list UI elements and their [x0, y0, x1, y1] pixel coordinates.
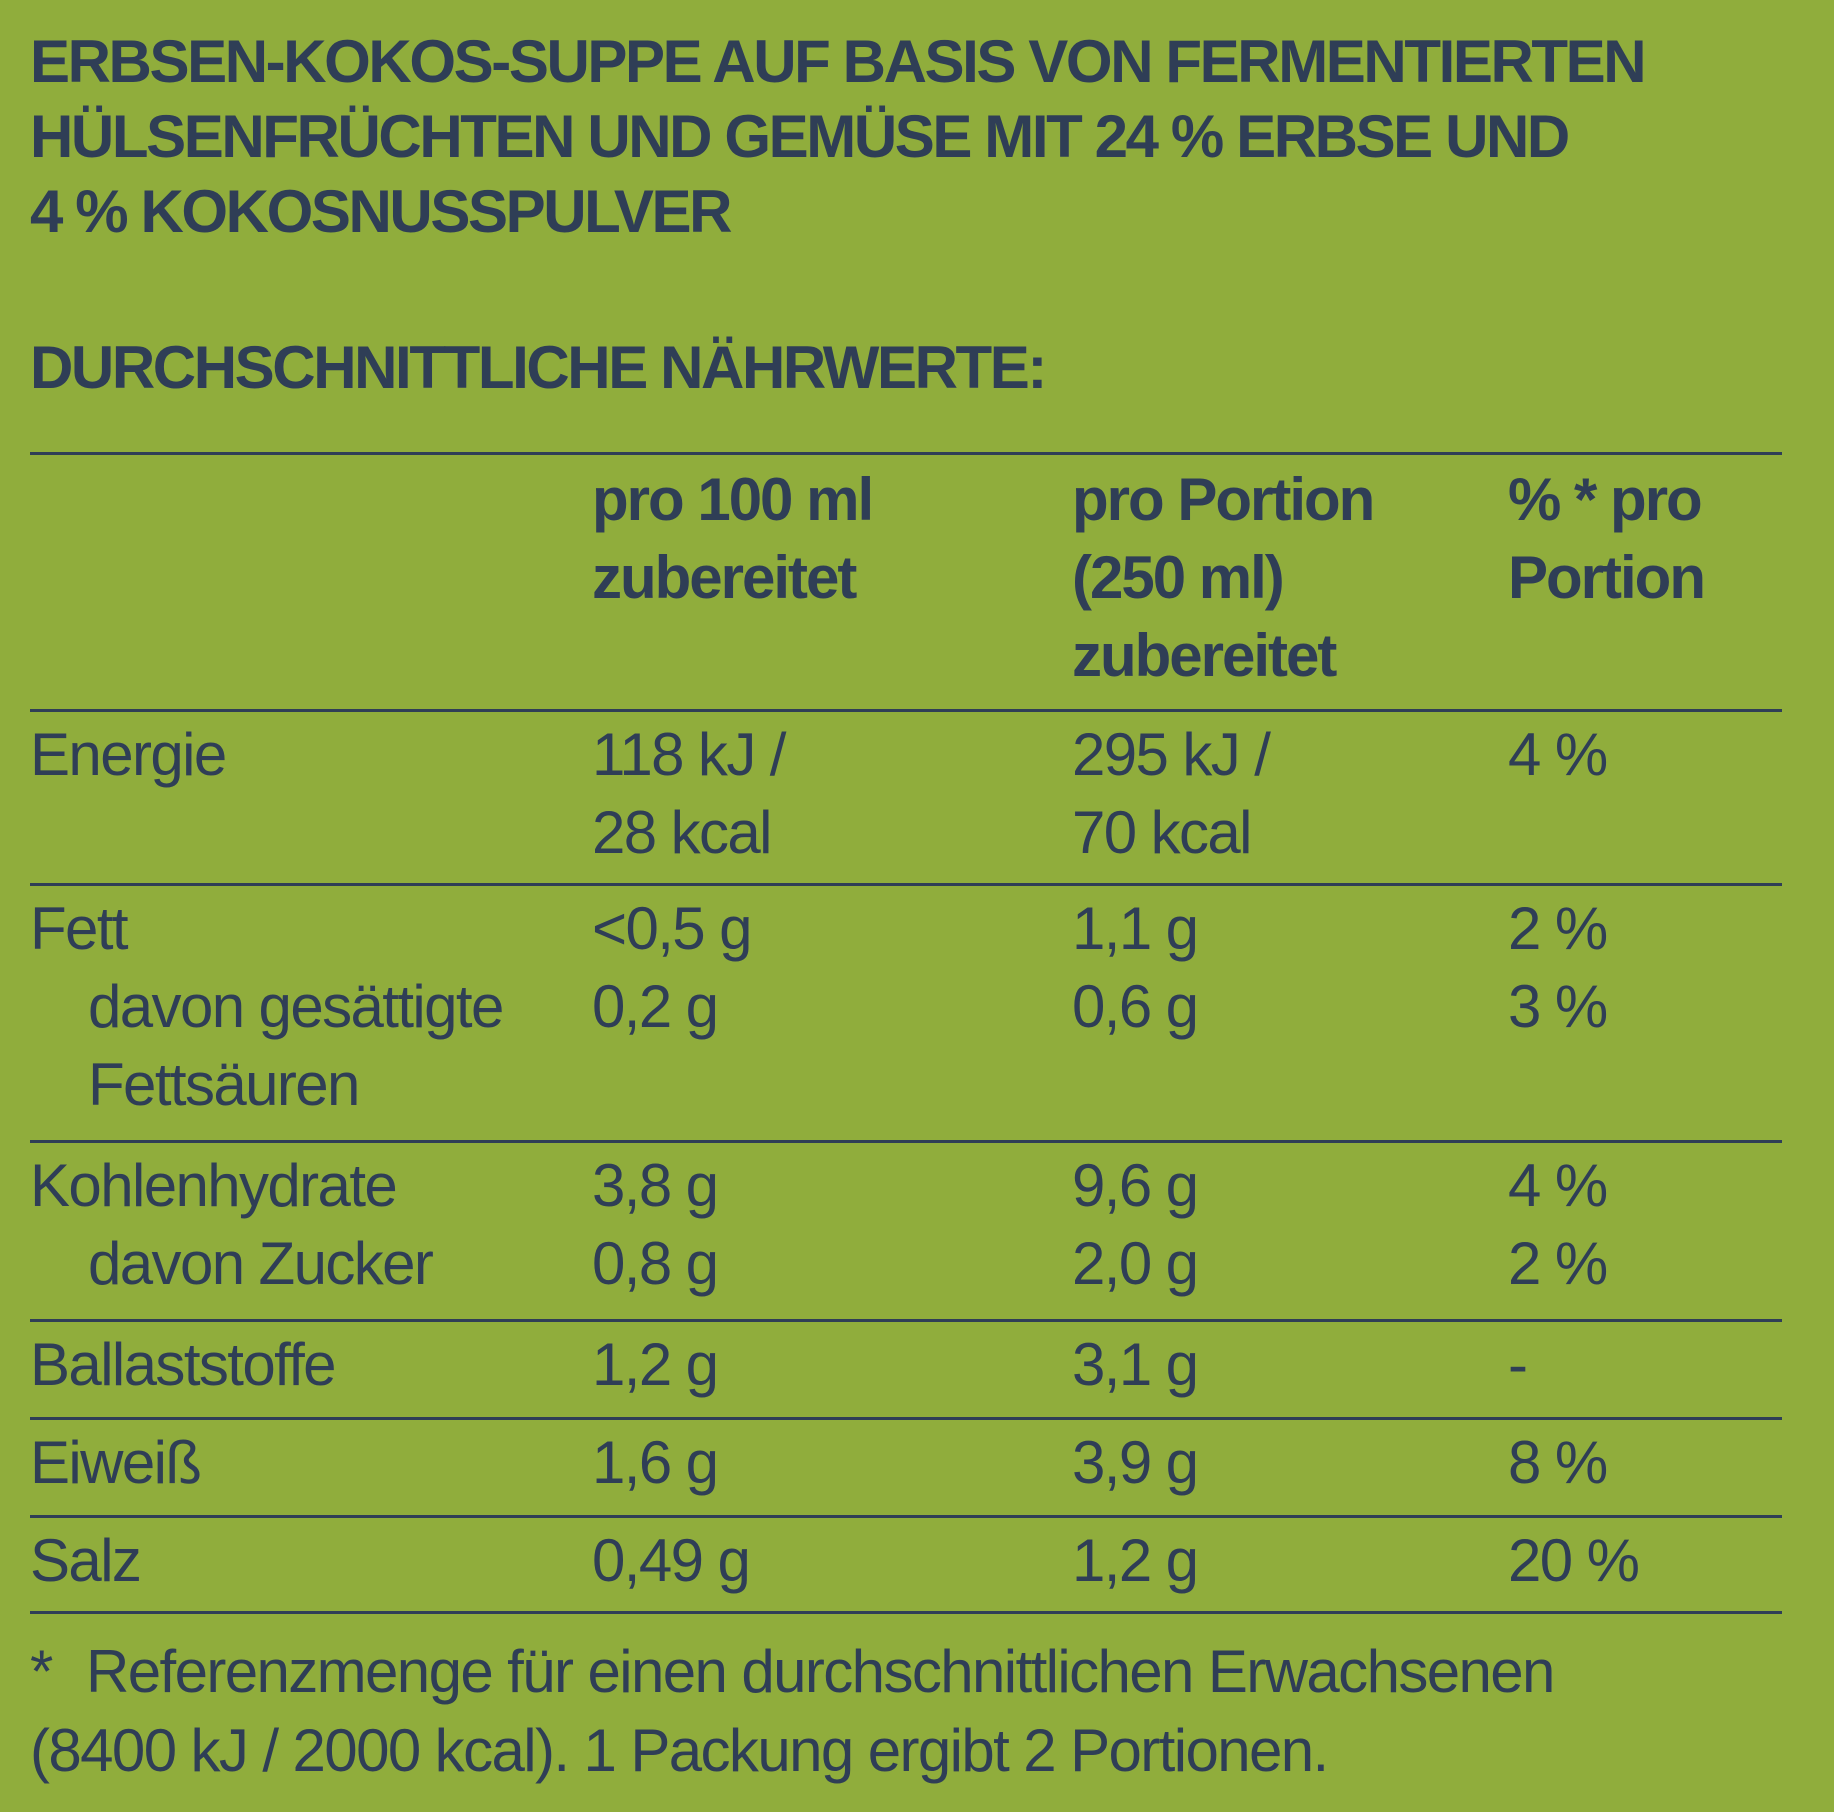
value-text: 2,0 g [1072, 1230, 1199, 1297]
nutrient-label: Ballaststoffe [30, 1331, 337, 1398]
table-header-row: pro 100 ml zubereitet pro Portion (250 m… [30, 455, 1782, 709]
footnote-asterisk: * [30, 1638, 53, 1705]
value-per-100ml: 1,6 g [592, 1429, 719, 1496]
table-row-group-fett: Fett davon gesättigte Fettsäuren <0,5 g … [30, 886, 1782, 1140]
value-per-portion: 9,6 g 2,0 g [1072, 1147, 1508, 1319]
value-text: 1,1 g [1072, 895, 1199, 962]
nutrition-label: ERBSEN-KOKOS-SUPPE AUF BASIS VON FERMENT… [30, 24, 1782, 1784]
nutrient-label-fett: Fett [30, 895, 129, 962]
value-per-100ml: 3,8 g 0,8 g [592, 1147, 1072, 1319]
footnote-line: (8400 kJ / 2000 kcal). 1 Packung ergibt … [30, 1717, 1329, 1784]
nutrient-label: Fett davon gesättigte Fettsäuren [30, 890, 592, 1140]
nutrient-label-gesaettigte-cont: Fettsäuren [88, 1051, 360, 1118]
nutrient-label-kohlenhydrate: Kohlenhydrate [30, 1152, 398, 1219]
header-text: (250 ml) [1072, 544, 1285, 611]
value-percent: 4 % [1508, 721, 1608, 788]
value-percent: 20 % [1508, 1527, 1640, 1594]
value-per-portion: 295 kJ / 70 kcal [1072, 716, 1508, 883]
header-per-100ml: pro 100 ml zubereitet [592, 461, 1072, 709]
value-text: 3,8 g [592, 1152, 719, 1219]
value-percent: 4 % 2 % [1508, 1147, 1782, 1319]
footnote-text: Referenzmenge für einen durchschnittlich… [86, 1638, 1555, 1705]
value-text: 4 % [1508, 1152, 1608, 1219]
value-per-portion: 1,1 g 0,6 g [1072, 890, 1508, 1140]
nutrient-label: Eiweiß [30, 1429, 202, 1496]
table-row-ballaststoffe: Ballaststoffe 1,2 g 3,1 g - [30, 1322, 1782, 1417]
nutrient-label: Energie [30, 721, 227, 788]
value-text: 28 kcal [592, 799, 773, 866]
value-text: 118 kJ / [592, 721, 786, 788]
product-title-line: ERBSEN-KOKOS-SUPPE AUF BASIS VON FERMENT… [30, 28, 1647, 95]
header-text: zubereitet [592, 544, 857, 611]
header-text: Portion [1508, 544, 1706, 611]
header-text: % * pro [1508, 466, 1703, 533]
value-per-portion: 1,2 g [1072, 1527, 1199, 1594]
table-divider [30, 1611, 1782, 1614]
header-text: pro Portion [1072, 466, 1375, 533]
nutrition-table: pro 100 ml zubereitet pro Portion (250 m… [30, 452, 1782, 1614]
value-text: 0,2 g [592, 973, 719, 1040]
value-text: 295 kJ / [1072, 721, 1271, 788]
value-text: <0,5 g [592, 895, 752, 962]
product-title-line: 4 % KOKOSNUSSPULVER [30, 178, 732, 245]
footnote: * Referenzmenge für einen durchschnittlic… [30, 1632, 1555, 1790]
table-divider [30, 1140, 1782, 1143]
table-divider [30, 883, 1782, 886]
value-text: 9,6 g [1072, 1152, 1199, 1219]
header-nutrient [30, 461, 592, 709]
table-divider [30, 1417, 1782, 1420]
header-text: zubereitet [1072, 622, 1337, 689]
value-text: 2 % [1508, 1230, 1608, 1297]
nutrition-heading: DURCHSCHNITTLICHE NÄHRWERTE: [30, 334, 1047, 401]
value-per-100ml: 0,49 g [592, 1527, 751, 1594]
value-per-100ml: <0,5 g 0,2 g [592, 890, 1072, 1140]
table-divider [30, 709, 1782, 712]
table-row-energie: Energie 118 kJ / 28 kcal 295 kJ / 70 kca… [30, 712, 1782, 883]
value-per-portion: 3,9 g [1072, 1429, 1199, 1496]
value-per-portion: 3,1 g [1072, 1331, 1199, 1398]
table-row-group-kohlenhydrate: Kohlenhydrate davon Zucker 3,8 g 0,8 g 9… [30, 1143, 1782, 1319]
value-per-100ml: 1,2 g [592, 1331, 719, 1398]
value-percent: 2 % 3 % [1508, 890, 1782, 1140]
nutrient-label-zucker: davon Zucker [88, 1230, 434, 1297]
value-percent: 8 % [1508, 1429, 1608, 1496]
footnote-line: * Referenzmenge für einen durchschnittlic… [30, 1632, 1555, 1711]
header-text: pro 100 ml [592, 466, 874, 533]
table-row-salz: Salz 0,49 g 1,2 g 20 % [30, 1518, 1782, 1611]
table-divider [30, 1319, 1782, 1322]
product-title: ERBSEN-KOKOS-SUPPE AUF BASIS VON FERMENT… [30, 24, 1782, 249]
header-per-portion: pro Portion (250 ml) zubereitet [1072, 461, 1508, 709]
value-text: 3 % [1508, 973, 1608, 1040]
value-percent: - [1508, 1331, 1528, 1398]
table-divider [30, 452, 1782, 455]
value-text: 2 % [1508, 895, 1608, 962]
table-divider [30, 1515, 1782, 1518]
value-text: 70 kcal [1072, 799, 1253, 866]
header-percent: % * pro Portion [1508, 461, 1782, 709]
table-row-eiweiss: Eiweiß 1,6 g 3,9 g 8 % [30, 1420, 1782, 1515]
value-per-100ml: 118 kJ / 28 kcal [592, 716, 1072, 883]
nutrient-label-gesaettigte: davon gesättigte [88, 973, 504, 1040]
value-text: 0,6 g [1072, 973, 1199, 1040]
value-text: 0,8 g [592, 1230, 719, 1297]
nutrient-label: Salz [30, 1527, 142, 1594]
nutrient-label: Kohlenhydrate davon Zucker [30, 1147, 592, 1319]
product-title-line: HÜLSENFRÜCHTEN UND GEMÜSE MIT 24 % ERBSE… [30, 103, 1570, 170]
